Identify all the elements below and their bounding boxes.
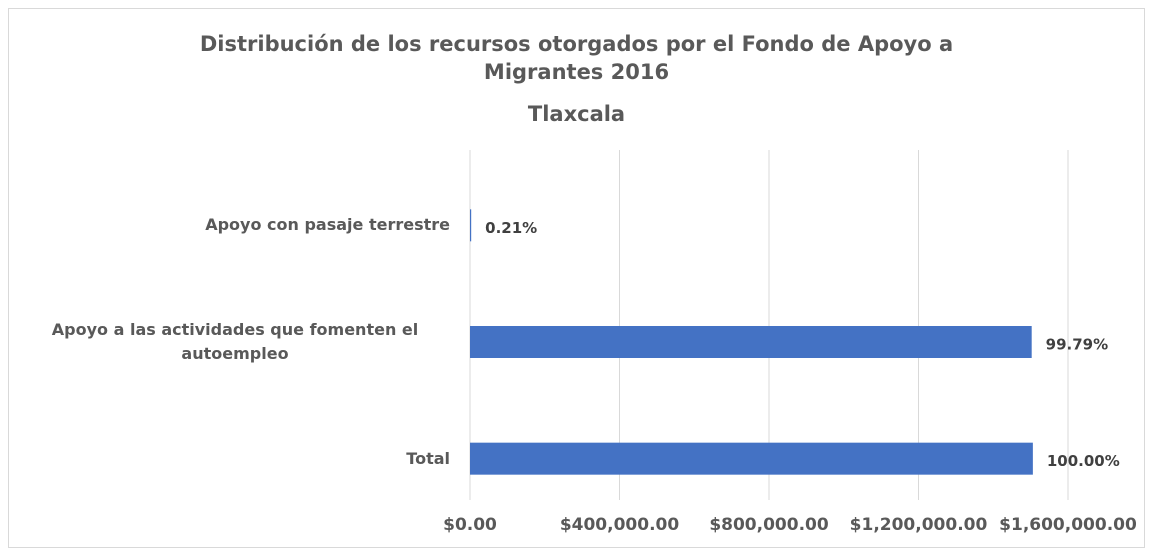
x-tick-label: $800,000.00 bbox=[709, 515, 829, 535]
bar bbox=[470, 326, 1032, 358]
data-label: 99.79% bbox=[1046, 336, 1108, 354]
chart-title: Distribución de los recursos otorgados p… bbox=[199, 32, 954, 84]
y-tick-label: Apoyo con pasaje terrestre bbox=[205, 215, 450, 235]
bar bbox=[470, 442, 1033, 475]
x-tick-label: $1,600,000.00 bbox=[999, 515, 1137, 535]
bar bbox=[470, 209, 472, 242]
y-tick-label: Apoyo a las actividades que fomenten el … bbox=[51, 320, 419, 363]
chart-subtitle: Tlaxcala bbox=[527, 102, 626, 126]
data-label: 0.21% bbox=[485, 219, 537, 237]
chart-border bbox=[8, 8, 1145, 548]
x-tick-label: $0.00 bbox=[443, 515, 497, 535]
x-tick-label: $400,000.00 bbox=[560, 515, 680, 535]
y-tick-label: Total bbox=[406, 448, 450, 468]
x-tick-label: $1,200,000.00 bbox=[850, 515, 988, 535]
data-label: 100.00% bbox=[1047, 452, 1120, 470]
